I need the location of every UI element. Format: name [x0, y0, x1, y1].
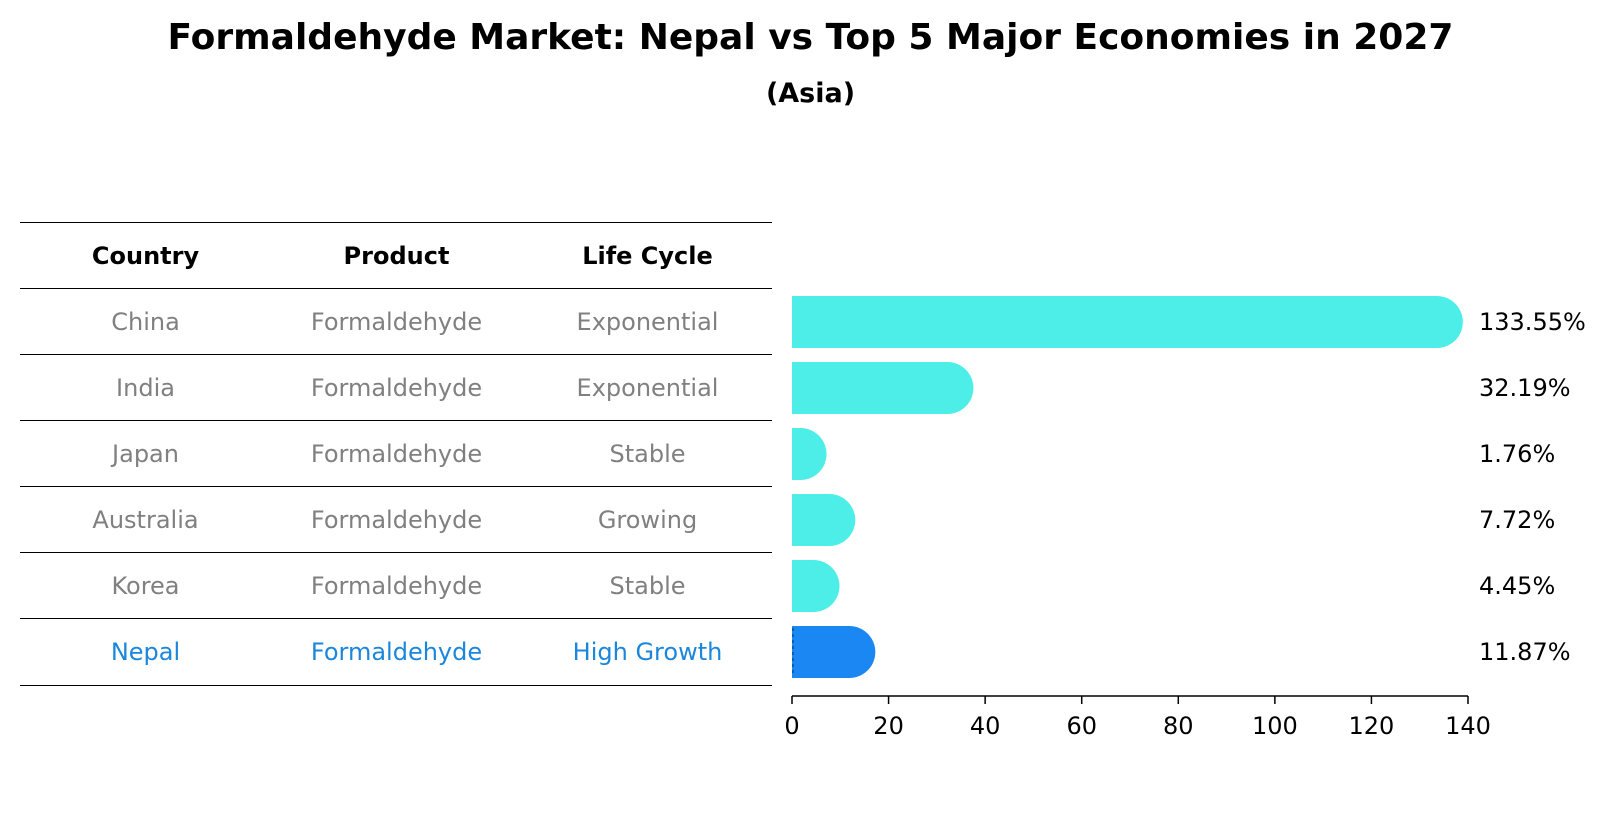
x-tick-label: 40 [970, 712, 1001, 740]
data-label-australia: 7.72% [1479, 506, 1555, 534]
x-tick-label: 120 [1349, 712, 1395, 740]
chart-subtitle: (Asia) [765, 78, 856, 109]
bar-india [792, 362, 974, 414]
cell-life-cycle: Stable [609, 440, 686, 468]
bar-china [792, 296, 1463, 348]
cell-life-cycle: Exponential [576, 308, 719, 336]
x-tick-label: 80 [1163, 712, 1194, 740]
cell-country: China [111, 308, 180, 336]
cell-country: Nepal [110, 638, 181, 666]
table-row: China Formaldehyde Exponential [20, 288, 772, 355]
cell-country: Australia [92, 506, 199, 534]
data-label-japan: 1.76% [1479, 440, 1555, 468]
table-row-highlight: Nepal Formaldehyde High Growth [20, 618, 772, 686]
cell-product: Formaldehyde [310, 506, 483, 534]
x-tick-label: 100 [1252, 712, 1298, 740]
cell-country: Japan [112, 440, 179, 468]
cell-product: Formaldehyde [310, 638, 483, 666]
x-tick-label: 20 [873, 712, 904, 740]
x-tick-label: 0 [784, 712, 799, 740]
bar-japan [792, 428, 827, 480]
cell-life-cycle: High Growth [572, 638, 723, 666]
table-row: Japan Formaldehyde Stable [20, 420, 772, 487]
bar-nepal [792, 626, 876, 678]
cell-country: India [116, 374, 175, 402]
header-country: Country [91, 242, 200, 270]
cell-country: Korea [111, 572, 180, 600]
data-label-nepal: 11.87% [1479, 638, 1571, 666]
bar-korea [792, 560, 840, 612]
cell-life-cycle: Exponential [576, 374, 719, 402]
table-header-row: Country Product Life Cycle [20, 222, 772, 289]
data-label-china: 133.55% [1479, 308, 1586, 336]
x-tick-label: 140 [1445, 712, 1491, 740]
table-row: Australia Formaldehyde Growing [20, 486, 772, 553]
data-label-india: 32.19% [1479, 374, 1571, 402]
cell-life-cycle: Growing [597, 506, 698, 534]
header-life-cycle: Life Cycle [582, 242, 713, 270]
chart-title: Formaldehyde Market: Nepal vs Top 5 Majo… [167, 17, 1454, 58]
cell-product: Formaldehyde [310, 308, 483, 336]
cell-product: Formaldehyde [310, 440, 483, 468]
table-row: India Formaldehyde Exponential [20, 354, 772, 421]
cell-product: Formaldehyde [310, 572, 483, 600]
table-row: Korea Formaldehyde Stable [20, 552, 772, 619]
bar-australia [792, 494, 856, 546]
cell-life-cycle: Stable [609, 572, 686, 600]
header-product: Product [343, 242, 450, 270]
data-label-korea: 4.45% [1479, 572, 1555, 600]
cell-product: Formaldehyde [310, 374, 483, 402]
x-tick-label: 60 [1066, 712, 1097, 740]
